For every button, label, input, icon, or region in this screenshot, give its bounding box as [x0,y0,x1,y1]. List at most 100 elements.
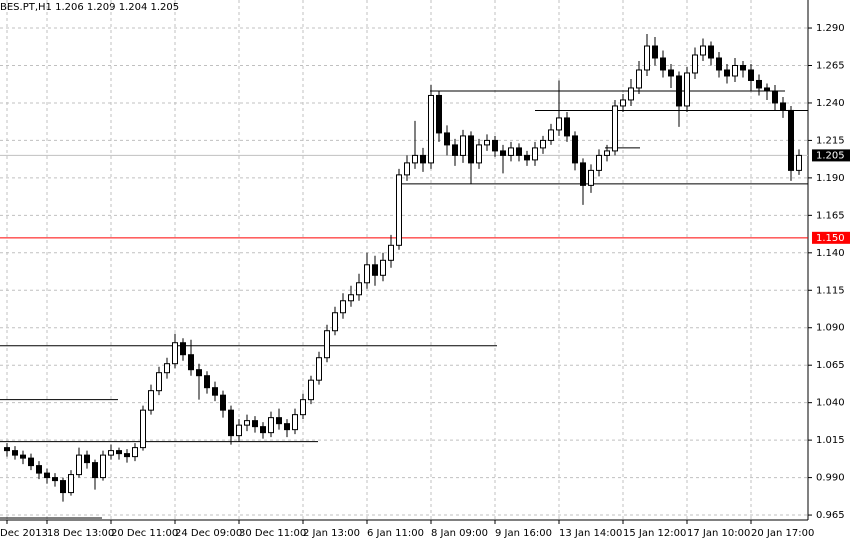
candle-body [108,450,114,456]
candle-body [156,372,162,392]
candle-body [772,90,778,104]
candle-body [636,69,642,89]
candle-body [188,354,194,371]
candle-body [244,420,250,426]
candle-body [268,417,274,434]
current-price-label: 1.205 [816,150,845,161]
candle-body [444,132,450,146]
candle-body [140,409,146,449]
y-tick-label: 0.990 [816,473,845,484]
candle-body [556,117,562,131]
candle-body [348,294,354,302]
candle-body [284,423,290,431]
candle-body [260,426,266,434]
candle-body [700,45,706,56]
chart-title: BES.PT,H1 1.206 1.209 1.204 1.205 [0,2,179,13]
candle-body [116,450,122,455]
candle-body [612,105,618,152]
x-tick-label: 20 Dec 11:00 [111,528,178,539]
candle-body [364,264,370,284]
x-tick-label: 8 Jan 09:00 [431,528,488,539]
x-tick-label: 17 Jan 10:00 [687,528,750,539]
candle-body [300,399,306,416]
candle-body [76,454,82,476]
candle-body [692,54,698,74]
candle-body [404,162,410,176]
candle-body [796,154,802,171]
candle-body [52,477,58,482]
candle-body [428,94,434,164]
candle-body [60,480,66,494]
candle-body [780,102,786,111]
candle-body [172,342,178,365]
candle-body [380,259,386,276]
candle-body [236,424,242,437]
candle-body [676,75,682,107]
x-tick-label: 20 Jan 17:00 [751,528,814,539]
candle-body [548,129,554,141]
x-tick-label: 13 Jan 14:00 [559,528,622,539]
candle-body [220,394,226,411]
y-tick-label: 1.040 [816,398,845,409]
y-tick-label: 1.165 [816,210,845,221]
y-tick-label: 1.190 [816,173,845,184]
y-tick-label: 1.015 [816,435,845,446]
candle-body [708,45,714,59]
candle-body [564,117,570,137]
candle-body [316,357,322,381]
candle-body [588,169,594,186]
candle-body [724,69,730,77]
candle-body [476,144,482,164]
candle-body [212,387,218,396]
candle-body [180,342,186,356]
y-tick-label: 1.265 [816,60,845,71]
current-price-box [812,149,850,162]
candle-body [36,465,42,474]
candle-body [412,154,418,164]
candle-body [740,64,746,71]
x-tick-label: 2 Jan 13:00 [303,528,360,539]
candle-body [732,64,738,77]
candle-body [12,450,18,456]
candle-body [788,109,794,171]
candle-body [340,300,346,314]
y-tick-label: 1.090 [816,323,845,334]
candle-body [276,417,282,425]
candle-body [20,454,26,459]
candle-body [524,154,530,161]
candle-body [100,454,106,479]
y-tick-label: 1.215 [816,135,845,146]
candle-body [684,72,690,107]
candle-body [332,312,338,332]
candle-body [148,390,154,411]
y-tick-label: 1.240 [816,98,845,109]
candle-body [396,174,402,246]
x-tick-label: 30 Dec 11:00 [239,528,306,539]
y-tick-label: 1.140 [816,248,845,259]
candle-body [748,69,754,81]
y-tick-label: 1.065 [816,360,845,371]
candle-body [4,447,10,452]
candle-body [484,139,490,146]
candle-body [516,147,522,156]
y-tick-label: 0.965 [816,510,845,521]
x-tick-label: 18 Dec 13:00 [47,528,114,539]
candle-body [628,87,634,101]
candle-body [756,79,762,89]
candle-body [460,135,466,156]
candle-body [28,457,34,467]
candle-body [468,135,474,164]
alert-price-label: 1.150 [816,233,845,244]
candle-body [196,369,202,377]
candle-body [652,45,658,59]
candle-body [292,414,298,431]
candle-body [420,154,426,164]
y-tick-label: 1.115 [816,285,845,296]
alert-price-box [812,231,850,244]
candle-body [596,154,602,171]
candle-body [668,69,674,77]
candle-body [660,57,666,71]
candle-body [372,264,378,276]
